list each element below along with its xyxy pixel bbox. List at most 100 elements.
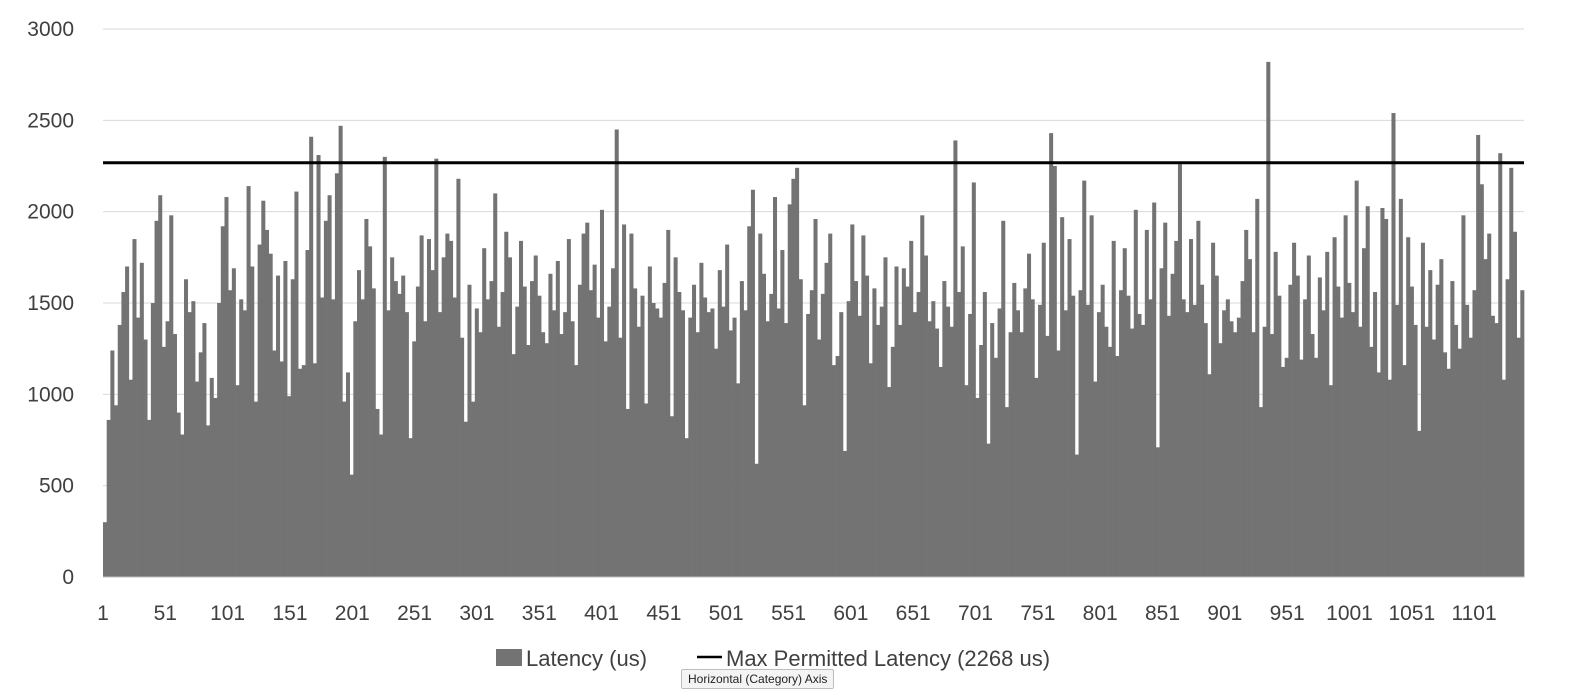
- latency-bar[interactable]: [603, 341, 608, 577]
- latency-bar[interactable]: [287, 396, 292, 577]
- latency-bar[interactable]: [312, 363, 317, 577]
- latency-bar[interactable]: [1350, 312, 1356, 577]
- latency-bar[interactable]: [235, 385, 240, 577]
- latency-bar[interactable]: [644, 403, 649, 577]
- latency-bar[interactable]: [949, 326, 954, 577]
- latency-bar[interactable]: [438, 312, 443, 577]
- latency-bar[interactable]: [916, 292, 921, 577]
- latency-bar[interactable]: [1281, 366, 1286, 577]
- latency-bar[interactable]: [717, 270, 722, 577]
- latency-bar[interactable]: [375, 408, 380, 577]
- latency-bar[interactable]: [938, 366, 943, 577]
- latency-bar[interactable]: [136, 317, 141, 577]
- latency-bar[interactable]: [1166, 315, 1171, 577]
- latency-bar[interactable]: [1391, 113, 1396, 577]
- latency-bar[interactable]: [526, 345, 531, 577]
- latency-bar[interactable]: [982, 292, 987, 577]
- latency-bar[interactable]: [147, 419, 152, 577]
- latency-bar[interactable]: [1505, 279, 1510, 577]
- latency-bar[interactable]: [371, 288, 376, 577]
- latency-bar[interactable]: [1111, 240, 1116, 577]
- latency-bar[interactable]: [276, 275, 281, 577]
- latency-bar[interactable]: [927, 321, 932, 577]
- latency-bar[interactable]: [784, 323, 789, 577]
- latency-bar[interactable]: [515, 306, 520, 577]
- latency-bar[interactable]: [1060, 217, 1065, 577]
- latency-bar[interactable]: [1292, 242, 1297, 577]
- latency-bar[interactable]: [1222, 310, 1227, 577]
- latency-bar[interactable]: [655, 308, 660, 577]
- latency-bar[interactable]: [588, 290, 593, 577]
- latency-bar[interactable]: [1155, 447, 1160, 577]
- latency-bar[interactable]: [1119, 290, 1124, 577]
- latency-bar[interactable]: [224, 197, 229, 578]
- latency-bar[interactable]: [1420, 242, 1425, 577]
- latency-bar[interactable]: [220, 226, 225, 577]
- latency-bar[interactable]: [1192, 304, 1197, 577]
- latency-bar[interactable]: [426, 239, 431, 577]
- latency-bar[interactable]: [511, 354, 516, 577]
- latency-bar[interactable]: [316, 155, 321, 578]
- latency-bar[interactable]: [1439, 259, 1444, 577]
- latency-bar[interactable]: [191, 301, 196, 577]
- latency-bar[interactable]: [905, 286, 910, 577]
- latency-bar[interactable]: [1096, 312, 1101, 577]
- latency-bar[interactable]: [1008, 332, 1013, 577]
- latency-bar[interactable]: [183, 279, 189, 577]
- latency-bar[interactable]: [1343, 215, 1348, 577]
- latency-bar[interactable]: [758, 233, 763, 577]
- latency-bar[interactable]: [1266, 61, 1271, 577]
- latency-bar[interactable]: [1218, 343, 1223, 577]
- latency-bar[interactable]: [1468, 337, 1473, 577]
- latency-bar[interactable]: [555, 260, 560, 577]
- latency-bar[interactable]: [898, 324, 903, 577]
- latency-bar[interactable]: [868, 363, 873, 577]
- latency-bar[interactable]: [463, 421, 468, 577]
- latency-bar[interactable]: [787, 204, 792, 578]
- latency-bar[interactable]: [1200, 284, 1205, 577]
- latency-bar[interactable]: [1052, 166, 1057, 577]
- latency-bar[interactable]: [813, 218, 818, 577]
- latency-bar[interactable]: [912, 312, 917, 577]
- latency-bar[interactable]: [809, 290, 814, 577]
- latency-bar[interactable]: [931, 301, 936, 577]
- latency-bar[interactable]: [1067, 239, 1072, 577]
- latency-bar[interactable]: [817, 339, 822, 577]
- latency-bar[interactable]: [349, 474, 354, 577]
- latency-bar[interactable]: [1063, 310, 1068, 577]
- latency-bar[interactable]: [1284, 357, 1289, 577]
- latency-bar[interactable]: [975, 397, 980, 577]
- latency-bar[interactable]: [331, 299, 336, 577]
- latency-bar[interactable]: [1443, 352, 1448, 577]
- latency-bar[interactable]: [1479, 184, 1484, 577]
- latency-bar[interactable]: [213, 397, 218, 577]
- latency-bar[interactable]: [1236, 317, 1241, 577]
- latency-bar[interactable]: [647, 266, 652, 577]
- latency-bar[interactable]: [1074, 454, 1079, 577]
- latency-bar[interactable]: [599, 209, 605, 577]
- latency-bar[interactable]: [522, 286, 527, 577]
- latency-bar[interactable]: [780, 250, 785, 577]
- latency-bar[interactable]: [1487, 233, 1492, 577]
- latency-bar[interactable]: [198, 352, 203, 577]
- latency-bar[interactable]: [176, 412, 181, 577]
- latency-bar[interactable]: [456, 178, 461, 578]
- latency-bar[interactable]: [1258, 407, 1263, 577]
- latency-bar[interactable]: [471, 401, 476, 577]
- latency-bar[interactable]: [633, 288, 638, 577]
- latency-bar[interactable]: [1413, 324, 1418, 577]
- latency-bar[interactable]: [865, 275, 870, 577]
- latency-bar[interactable]: [334, 173, 339, 577]
- latency-bar[interactable]: [1325, 251, 1330, 577]
- latency-bar[interactable]: [1211, 242, 1216, 577]
- latency-bar[interactable]: [629, 233, 634, 577]
- latency-bar[interactable]: [850, 224, 855, 577]
- latency-bar[interactable]: [353, 321, 358, 577]
- latency-bar[interactable]: [128, 379, 133, 577]
- latency-bar[interactable]: [1365, 206, 1370, 577]
- latency-bar[interactable]: [725, 244, 730, 578]
- latency-bar[interactable]: [279, 361, 284, 577]
- latency-bar[interactable]: [721, 306, 726, 577]
- latency-bar[interactable]: [143, 339, 148, 577]
- latency-bar[interactable]: [828, 233, 833, 577]
